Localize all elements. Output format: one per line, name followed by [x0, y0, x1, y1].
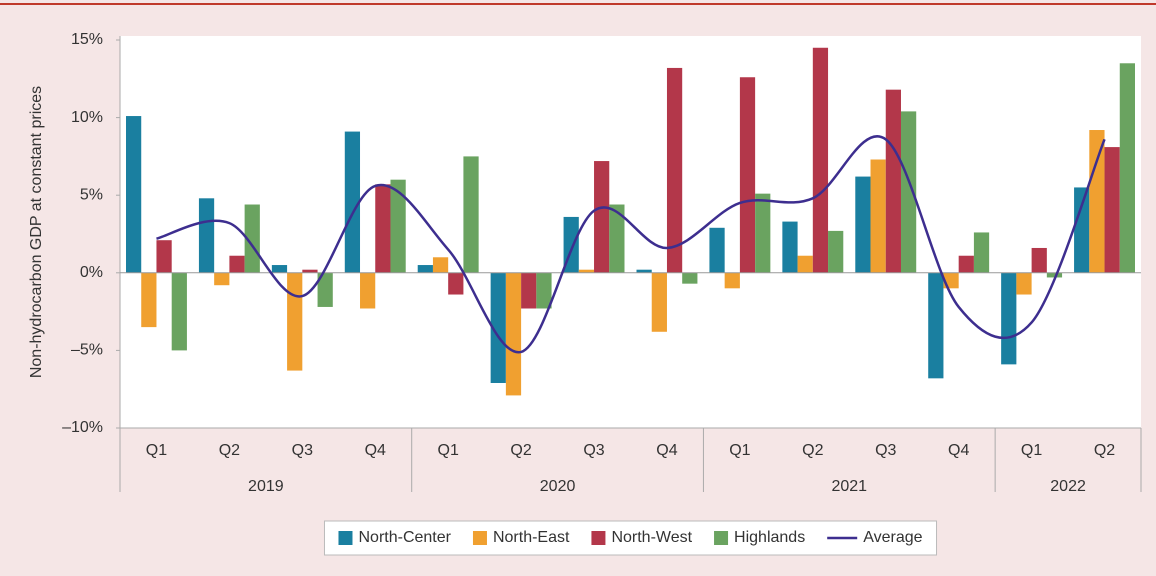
bar	[141, 272, 157, 328]
bar	[755, 193, 771, 273]
plot-area	[120, 36, 1141, 428]
x-tick-label: Q2	[219, 442, 240, 459]
x-tick-label: Q2	[802, 442, 823, 459]
bar	[609, 204, 625, 273]
bar	[928, 272, 944, 379]
bar	[229, 255, 245, 273]
bar	[797, 255, 813, 273]
bar	[885, 89, 901, 273]
bar	[739, 77, 756, 273]
y-tick-label: –10%	[62, 419, 103, 436]
bar	[360, 272, 376, 309]
bar	[521, 272, 537, 309]
legend-label: North-West	[611, 529, 692, 546]
legend-label: North-East	[493, 529, 570, 546]
bar	[417, 265, 433, 273]
bar	[1074, 187, 1090, 273]
bar	[812, 47, 829, 273]
top-rule	[0, 3, 1156, 5]
bar	[317, 272, 333, 307]
bar	[390, 179, 406, 273]
x-tick-label: Q4	[656, 442, 677, 459]
x-tick-label: Q3	[875, 442, 896, 459]
legend-label: Highlands	[734, 529, 805, 546]
y-tick-label: 0%	[80, 264, 103, 281]
legend-swatch	[472, 531, 487, 545]
bar	[171, 272, 187, 351]
legend: North-Center North-East North-West Highland…	[323, 520, 938, 556]
bar	[126, 116, 142, 273]
x-group-label: 2021	[831, 478, 867, 495]
bar	[375, 184, 391, 273]
legend-swatch	[338, 531, 353, 545]
x-tick-label: Q1	[146, 442, 167, 459]
bar	[973, 232, 990, 273]
x-group-label: 2022	[1050, 478, 1086, 495]
bar	[682, 272, 698, 284]
bar	[870, 159, 886, 273]
legend-item: Average	[827, 529, 923, 546]
legend-label: Average	[863, 529, 922, 546]
average-line	[156, 135, 1106, 354]
x-tick-label: Q4	[365, 442, 386, 459]
bar	[448, 272, 464, 295]
legend-item: North-East	[472, 529, 570, 546]
bar	[651, 272, 667, 332]
y-tick-label: 10%	[71, 109, 103, 126]
x-tick-label: Q2	[1094, 442, 1115, 459]
bar	[828, 230, 844, 273]
bar	[709, 227, 725, 273]
bar	[536, 272, 552, 309]
y-tick-label: 5%	[80, 186, 103, 203]
x-tick-label: Q4	[948, 442, 969, 459]
bar	[1001, 272, 1017, 365]
bar	[900, 111, 917, 273]
bar	[1104, 147, 1120, 273]
bar	[782, 221, 798, 273]
bar	[463, 156, 479, 273]
y-tick-label: –5%	[71, 342, 103, 359]
legend-swatch	[714, 531, 729, 545]
y-axis-label: Non-hydrocarbon GDP at constant prices	[28, 86, 45, 378]
bar	[490, 272, 506, 383]
bar	[302, 269, 318, 273]
x-tick-label: Q3	[583, 442, 604, 459]
bar	[594, 161, 610, 273]
bar	[855, 176, 871, 273]
bar	[1016, 272, 1032, 295]
bar	[271, 265, 288, 273]
x-tick-label: Q1	[1021, 442, 1042, 459]
bar	[666, 67, 683, 273]
x-group-label: 2020	[540, 478, 576, 495]
legend-label: North-Center	[358, 529, 451, 546]
bar	[1046, 272, 1063, 278]
x-tick-label: Q1	[729, 442, 750, 459]
bar	[244, 204, 260, 273]
bar	[344, 131, 361, 273]
bar	[636, 269, 652, 273]
legend-item: North-Center	[338, 529, 452, 546]
x-group-label: 2019	[248, 478, 284, 495]
bar	[198, 198, 215, 273]
bar	[214, 272, 230, 286]
bar	[287, 272, 303, 371]
bar	[958, 255, 974, 273]
bar	[1031, 247, 1047, 273]
x-tick-label: Q1	[438, 442, 459, 459]
bar	[505, 272, 522, 396]
y-tick-label: 15%	[71, 31, 103, 48]
bar	[1089, 130, 1105, 273]
x-tick-label: Q2	[510, 442, 531, 459]
legend-item: Highlands	[714, 529, 805, 546]
legend-item: North-West	[591, 529, 693, 546]
x-tick-label: Q3	[292, 442, 313, 459]
bar	[156, 240, 172, 273]
bar	[578, 269, 595, 273]
bar	[724, 272, 740, 289]
bar	[432, 257, 449, 273]
legend-swatch	[591, 531, 606, 545]
bar	[1119, 63, 1135, 273]
